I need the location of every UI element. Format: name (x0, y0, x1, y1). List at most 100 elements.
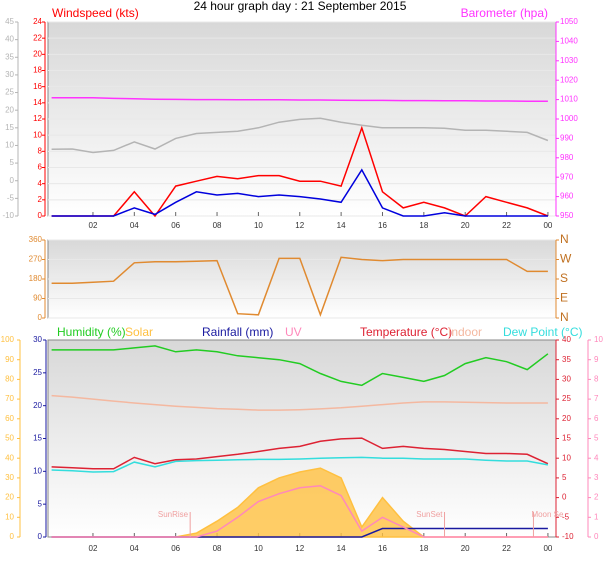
y-tick-label: 5 (38, 499, 43, 508)
x-tick-label: 02 (89, 221, 98, 230)
x-tick-label: 14 (337, 221, 346, 230)
x-tick-label: 18 (419, 221, 428, 230)
y-tick-label: 2 (594, 493, 599, 502)
y-tick-label: 990 (560, 134, 574, 143)
x-tick-label: 08 (213, 221, 222, 230)
x-tick-label: 02 (89, 544, 98, 553)
x-tick-label: 12 (295, 544, 304, 553)
y-tick-label: 45 (5, 17, 14, 26)
legend-label: Solar (125, 325, 153, 339)
x-tick-label: 16 (378, 221, 387, 230)
y-tick-label: 25 (562, 394, 571, 403)
legend-label: Indoor (448, 325, 482, 339)
line (51, 437, 549, 470)
annotation: SunSet (416, 510, 443, 519)
y-tick-label: 0 (10, 532, 15, 541)
legend-label: Temperature (°C) (360, 325, 452, 339)
y-tick-label: 5 (594, 434, 599, 443)
y-tick-label: 40 (5, 35, 14, 44)
legend-label: Windspeed (kts) (52, 6, 139, 20)
y-tick-label: 10 (5, 141, 14, 150)
y-tick-label: 90 (5, 355, 14, 364)
y-tick-label: 90 (33, 294, 42, 303)
y-tick-label: 180 (29, 274, 43, 283)
x-tick-label: 00 (543, 544, 552, 553)
x-tick-label: 04 (130, 221, 139, 230)
x-tick-label: 22 (502, 544, 511, 553)
y-tick-label: 30 (5, 70, 14, 79)
line (51, 168, 548, 217)
chart-title: 24 hour graph day : 21 September 2015 (194, 0, 407, 13)
y-tick-label: 30 (562, 375, 571, 384)
y-tick-label: 14 (33, 98, 42, 107)
y-tick-label: 1020 (560, 75, 578, 84)
x-tick-label: 16 (378, 544, 387, 553)
y-tick-label: 0 (594, 532, 599, 541)
y-tick-label: 30 (33, 335, 42, 344)
legend-label: Dew Point (°C) (503, 325, 582, 339)
y-tick-label: 960 (560, 192, 574, 201)
x-tick-label: 10 (254, 221, 263, 230)
y-tick-label: 15 (33, 434, 42, 443)
y-tick-label: 950 (560, 211, 574, 220)
y-tick-label: 16 (33, 82, 42, 91)
y-tick-label: 10 (562, 453, 571, 462)
legend-label: Rainfall (mm) (202, 325, 273, 339)
y-tick-label: 25 (5, 88, 14, 97)
annotation: SunRise (158, 510, 189, 519)
x-tick-label: 10 (254, 544, 263, 553)
y-tick-label: 20 (5, 105, 14, 114)
y-tick-label: 24 (33, 17, 42, 26)
x-tick-label: 12 (295, 221, 304, 230)
y-tick-label: 0 (562, 493, 567, 502)
y-tick-label: N (560, 232, 569, 246)
y-tick-label: 5 (10, 158, 15, 167)
y-tick-label: 35 (5, 52, 14, 61)
y-tick-label: 50 (5, 434, 14, 443)
y-tick-label: S (560, 271, 568, 285)
y-tick-label: 20 (562, 414, 571, 423)
y-tick-label: 40 (5, 453, 14, 462)
y-tick-label: 9 (594, 355, 599, 364)
y-tick-label: 0 (38, 313, 43, 322)
line (51, 485, 548, 538)
y-tick-label: 970 (560, 172, 574, 181)
y-tick-label: 1030 (560, 56, 578, 65)
y-tick-label: 10 (594, 335, 603, 344)
y-tick-label: 0 (38, 211, 43, 220)
y-tick-label: 2 (38, 195, 43, 204)
y-tick-label: 100 (1, 335, 15, 344)
line (51, 345, 549, 387)
y-tick-label: 40 (562, 335, 571, 344)
y-tick-label: 8 (594, 375, 599, 384)
y-tick-label: -10 (562, 532, 574, 541)
y-tick-label: 8 (38, 146, 43, 155)
y-tick-label: 1040 (560, 37, 578, 46)
x-tick-label: 20 (461, 221, 470, 230)
line (51, 456, 549, 473)
line (51, 256, 548, 318)
x-tick-label: 20 (461, 544, 470, 553)
y-tick-label: 18 (33, 66, 42, 75)
y-tick-label: 80 (5, 375, 14, 384)
x-tick-label: 00 (543, 221, 552, 230)
legend-label: Humidity (%) (57, 325, 126, 339)
y-tick-label: 4 (38, 179, 43, 188)
y-tick-label: 10 (33, 130, 42, 139)
y-tick-label: 360 (29, 235, 43, 244)
y-tick-label: 270 (29, 255, 43, 264)
x-tick-label: 14 (337, 544, 346, 553)
y-tick-label: -10 (2, 211, 14, 220)
y-tick-label: 5 (562, 473, 567, 482)
y-tick-label: 7 (594, 394, 599, 403)
y-tick-label: 20 (33, 401, 42, 410)
x-tick-label: 08 (213, 544, 222, 553)
x-tick-label: 06 (171, 221, 180, 230)
line (51, 117, 549, 154)
y-tick-label: E (560, 291, 568, 305)
line (51, 96, 548, 102)
y-tick-label: 10 (5, 512, 14, 521)
y-tick-label: 20 (5, 493, 14, 502)
y-tick-label: 30 (5, 473, 14, 482)
